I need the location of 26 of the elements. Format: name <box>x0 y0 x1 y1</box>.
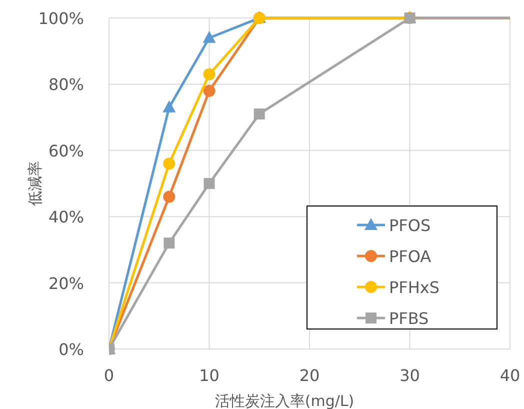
x-tick-label: 0 <box>104 366 114 385</box>
y-axis-title: 低減率 <box>26 161 44 206</box>
x-axis-title: 活性炭注入率(mg/L) <box>214 392 354 409</box>
legend-label: PFHxS <box>389 278 440 297</box>
x-tick-label: 40 <box>500 366 520 385</box>
point <box>163 158 176 170</box>
point <box>203 84 216 97</box>
x-tick-label: 30 <box>400 366 420 385</box>
y-tick-label: 100% <box>38 9 84 28</box>
point <box>202 30 216 43</box>
y-tick-label: 20% <box>48 274 84 293</box>
y-tick-label: 80% <box>48 75 84 94</box>
x-tick-label: 20 <box>299 366 320 385</box>
y-tick-label: 40% <box>48 208 84 227</box>
point <box>254 108 265 120</box>
y-tick-label: 60% <box>48 141 84 160</box>
point <box>162 100 176 112</box>
x-tick-label: 10 <box>199 366 220 385</box>
point <box>163 190 176 203</box>
point <box>203 68 216 80</box>
point <box>204 178 215 189</box>
legend-label: PFBS <box>389 309 429 328</box>
point <box>164 238 175 249</box>
legend-label: PFOA <box>389 247 432 266</box>
legend-label: PFOS <box>389 216 431 235</box>
y-tick-label: 0% <box>58 340 84 359</box>
